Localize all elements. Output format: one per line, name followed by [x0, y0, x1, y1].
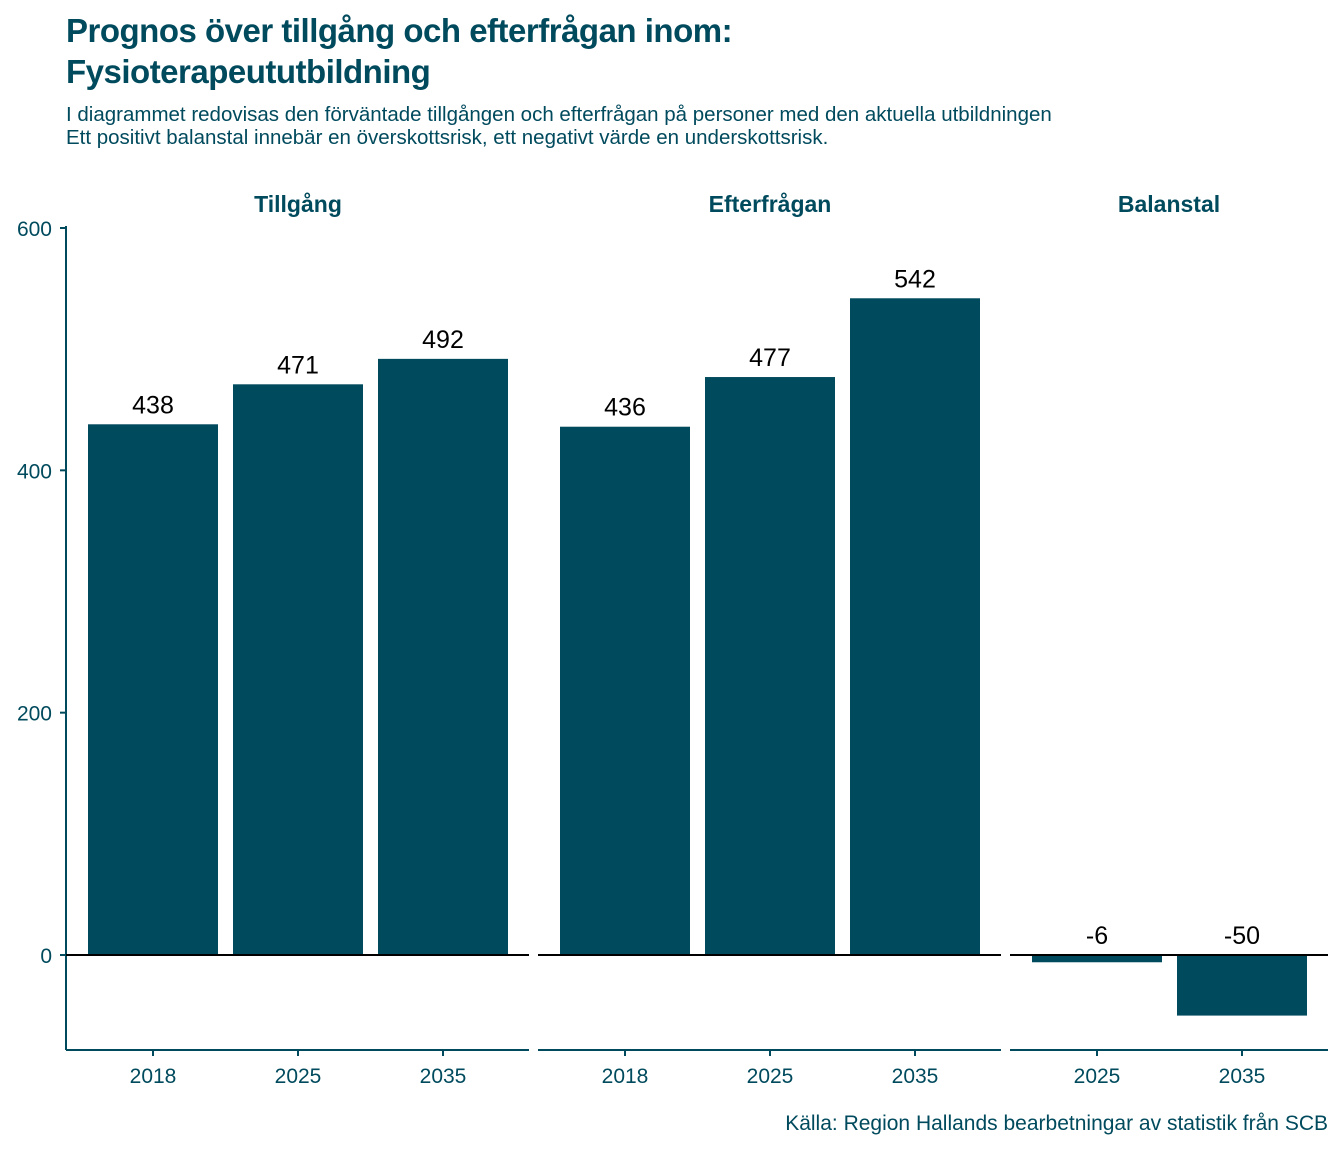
bar	[1032, 955, 1162, 963]
y-tick-label: 0	[40, 945, 52, 968]
data-label: 477	[749, 344, 791, 372]
x-tick-label: 2025	[747, 1065, 794, 1088]
chart-title-line-2: Fysioterapeututbildning	[66, 53, 431, 90]
bar	[850, 298, 980, 955]
x-tick-label: 2035	[420, 1065, 467, 1088]
chart-title: Prognos över tillgång och efterfrågan in…	[66, 10, 733, 92]
data-label: 438	[132, 391, 174, 419]
chart-subtitle: I diagrammet redovisas den förväntade ti…	[66, 103, 1052, 149]
bar	[560, 426, 690, 955]
data-label: 492	[422, 326, 464, 354]
chart-subtitle-line-2: Ett positivt balanstal innebär en översk…	[66, 126, 829, 149]
y-tick-label: 200	[17, 703, 52, 726]
data-label: 471	[277, 351, 319, 379]
x-tick-label: 2025	[1074, 1065, 1121, 1088]
y-tick-label: 600	[17, 218, 52, 241]
bar	[88, 424, 218, 955]
data-label: -6	[1086, 922, 1108, 950]
facet-title: Efterfrågan	[709, 191, 832, 217]
x-tick-label: 2035	[892, 1065, 939, 1088]
chart-title-line-1: Prognos över tillgång och efterfrågan in…	[66, 12, 733, 49]
facet-title: Tillgång	[254, 191, 342, 217]
y-tick-label: 400	[17, 460, 52, 483]
source-caption: Källa: Region Hallands bearbetningar av …	[785, 1112, 1328, 1135]
x-tick-label: 2035	[1219, 1065, 1266, 1088]
x-tick-label: 2025	[275, 1065, 322, 1088]
bar	[233, 384, 363, 955]
x-tick-label: 2018	[602, 1065, 649, 1088]
facet-title: Balanstal	[1118, 191, 1220, 217]
data-label: 542	[894, 265, 936, 293]
data-label: 436	[604, 394, 646, 422]
bar	[705, 377, 835, 955]
chart-subtitle-line-1: I diagrammet redovisas den förväntade ti…	[66, 103, 1052, 126]
x-tick-label: 2018	[130, 1065, 177, 1088]
data-label: -50	[1224, 922, 1260, 950]
bar	[378, 358, 508, 955]
bar	[1177, 955, 1307, 1016]
